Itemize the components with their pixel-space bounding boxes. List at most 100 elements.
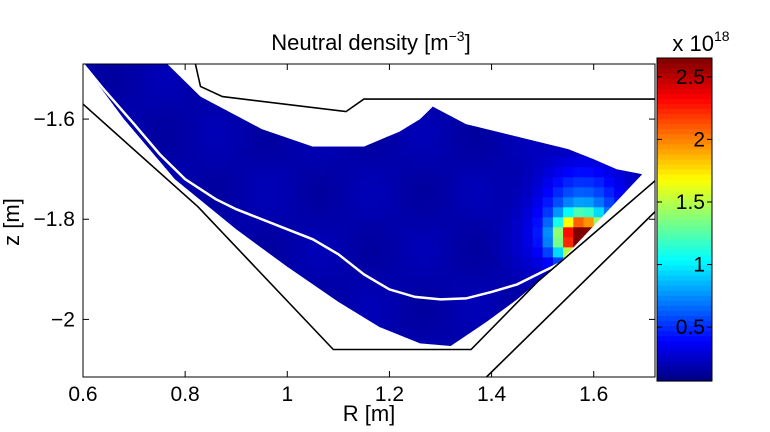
density-cell xyxy=(522,156,533,168)
density-cell xyxy=(593,186,605,198)
density-cell xyxy=(215,146,227,158)
density-cell xyxy=(460,236,472,248)
density-cell xyxy=(420,196,431,208)
density-cell xyxy=(205,106,217,118)
colorbar-step xyxy=(657,300,712,306)
density-cell xyxy=(277,156,288,168)
density-cell xyxy=(614,166,625,178)
density-cell xyxy=(501,226,513,238)
colorbar-step xyxy=(657,275,712,281)
density-cell xyxy=(246,126,258,138)
density-cell xyxy=(379,146,390,158)
density-cell xyxy=(215,166,227,178)
density-cell xyxy=(358,176,370,188)
density-cell xyxy=(471,176,482,188)
density-cell xyxy=(440,206,452,218)
density-cell xyxy=(399,216,411,228)
density-cell xyxy=(450,276,462,288)
density-cell xyxy=(624,166,636,178)
density-cell xyxy=(348,166,360,178)
density-cell xyxy=(256,206,268,218)
density-cell xyxy=(542,146,554,158)
density-cell xyxy=(338,186,350,198)
density-cell xyxy=(471,306,482,318)
density-cell xyxy=(358,156,370,168)
density-cell xyxy=(512,246,523,258)
density-cell xyxy=(195,146,207,158)
density-cell xyxy=(420,316,431,328)
density-cell xyxy=(266,236,278,248)
density-cell xyxy=(481,256,493,268)
density-cell xyxy=(542,166,554,178)
density-cell xyxy=(389,296,401,308)
density-cell xyxy=(348,156,360,168)
density-cell xyxy=(481,226,493,238)
density-cell xyxy=(226,196,237,208)
density-cell xyxy=(174,76,186,88)
density-cell xyxy=(236,146,247,158)
density-cell xyxy=(420,156,431,168)
density-cell xyxy=(552,236,564,248)
density-cell xyxy=(450,206,462,218)
density-cell xyxy=(471,166,482,178)
density-cell xyxy=(430,186,442,198)
density-cell xyxy=(266,196,278,208)
density-cell xyxy=(215,176,227,188)
density-cell xyxy=(358,166,370,178)
density-cell xyxy=(440,116,452,128)
density-cell xyxy=(144,66,156,78)
density-cell xyxy=(369,266,380,278)
density-cell xyxy=(236,226,247,238)
density-cell xyxy=(134,76,145,88)
colorbar-step xyxy=(657,224,712,231)
density-cell xyxy=(379,246,390,258)
density-cell xyxy=(277,236,288,248)
density-cell xyxy=(399,186,411,198)
density-cell xyxy=(552,216,564,228)
density-cell xyxy=(266,216,278,228)
density-cell xyxy=(522,226,533,238)
chart-title: Neutral density [m−3] xyxy=(271,28,470,55)
density-cell xyxy=(317,196,329,208)
density-cell xyxy=(185,146,196,158)
density-cell xyxy=(348,286,360,298)
density-cell xyxy=(420,276,431,288)
wall-line xyxy=(194,64,655,113)
colorbar-step xyxy=(657,355,712,362)
density-cell xyxy=(450,196,462,208)
density-cell xyxy=(491,196,503,208)
density-cell xyxy=(440,276,452,288)
density-cell xyxy=(501,206,513,218)
colorbar-step xyxy=(657,63,712,69)
density-cell xyxy=(287,236,299,248)
density-cell xyxy=(317,216,329,228)
density-cell xyxy=(277,146,288,158)
density-cell xyxy=(420,336,431,346)
density-cell xyxy=(164,136,176,148)
density-cell xyxy=(552,206,564,218)
density-cell xyxy=(552,196,564,208)
density-cell xyxy=(491,306,503,318)
density-cell xyxy=(542,226,554,238)
density-cell xyxy=(236,136,247,148)
density-cell xyxy=(317,246,329,258)
density-cell xyxy=(409,216,421,228)
density-cell xyxy=(512,206,523,218)
density-cell xyxy=(297,206,309,218)
density-cell xyxy=(430,236,442,248)
density-cell xyxy=(450,236,462,248)
density-cell xyxy=(297,156,309,168)
density-cell xyxy=(123,96,135,108)
density-cell xyxy=(266,176,278,188)
density-cell xyxy=(328,166,339,178)
density-cell xyxy=(522,146,533,158)
colorbar-step xyxy=(657,108,712,115)
colorbar-tick-label: 2 xyxy=(693,128,705,151)
density-cell xyxy=(409,266,421,278)
density-cell xyxy=(552,176,564,188)
density-cell xyxy=(369,256,380,268)
density-cell xyxy=(563,216,574,228)
density-cell xyxy=(460,276,472,288)
colorbar-tick-label: 1 xyxy=(693,254,705,277)
density-cell xyxy=(450,116,462,128)
